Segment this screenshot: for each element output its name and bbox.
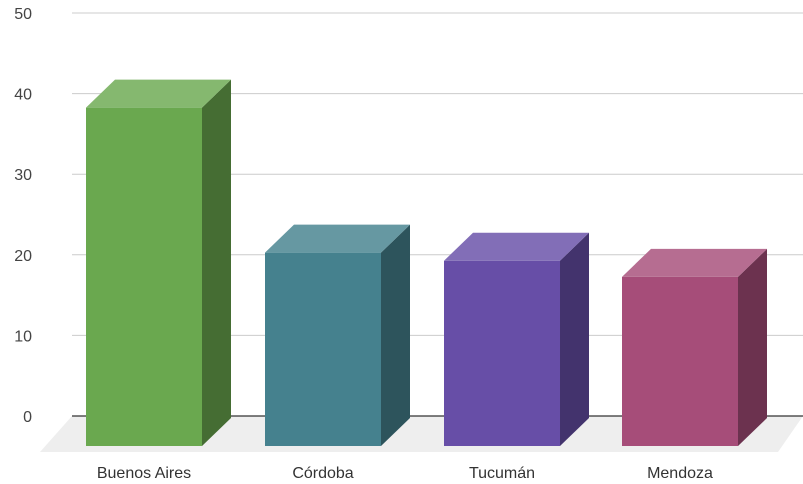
x-category-label: Mendoza <box>647 465 713 482</box>
bar <box>444 232 589 446</box>
x-category-label: Buenos Aires <box>97 465 191 482</box>
bar <box>86 79 231 446</box>
bar-top <box>444 232 589 261</box>
chart-floor <box>40 416 803 452</box>
y-tick-label: 20 <box>14 248 32 265</box>
y-tick-label: 30 <box>14 167 32 184</box>
bar-front <box>622 276 738 446</box>
bar-front <box>444 260 560 446</box>
bar-top <box>265 224 410 253</box>
bar-side <box>560 232 589 446</box>
x-axis-labels: Buenos Aires Córdoba Tucumán Mendoza <box>97 465 713 482</box>
bar-front <box>265 252 381 446</box>
bar-side <box>381 224 410 446</box>
y-axis-ticks: 0 10 20 30 40 50 <box>14 6 32 426</box>
y-tick-label: 50 <box>14 6 32 23</box>
x-category-label: Tucumán <box>469 465 535 482</box>
bar-top <box>622 248 767 277</box>
bar-top <box>86 79 231 108</box>
x-category-label: Córdoba <box>292 465 353 482</box>
bar-front <box>86 107 202 446</box>
bar <box>622 248 767 446</box>
bar <box>265 224 410 446</box>
y-tick-label: 40 <box>14 87 32 104</box>
y-tick-label: 10 <box>14 328 32 345</box>
bars <box>86 79 767 446</box>
bar-side <box>202 79 231 446</box>
bar-side <box>738 248 767 446</box>
y-tick-label: 0 <box>23 409 32 426</box>
